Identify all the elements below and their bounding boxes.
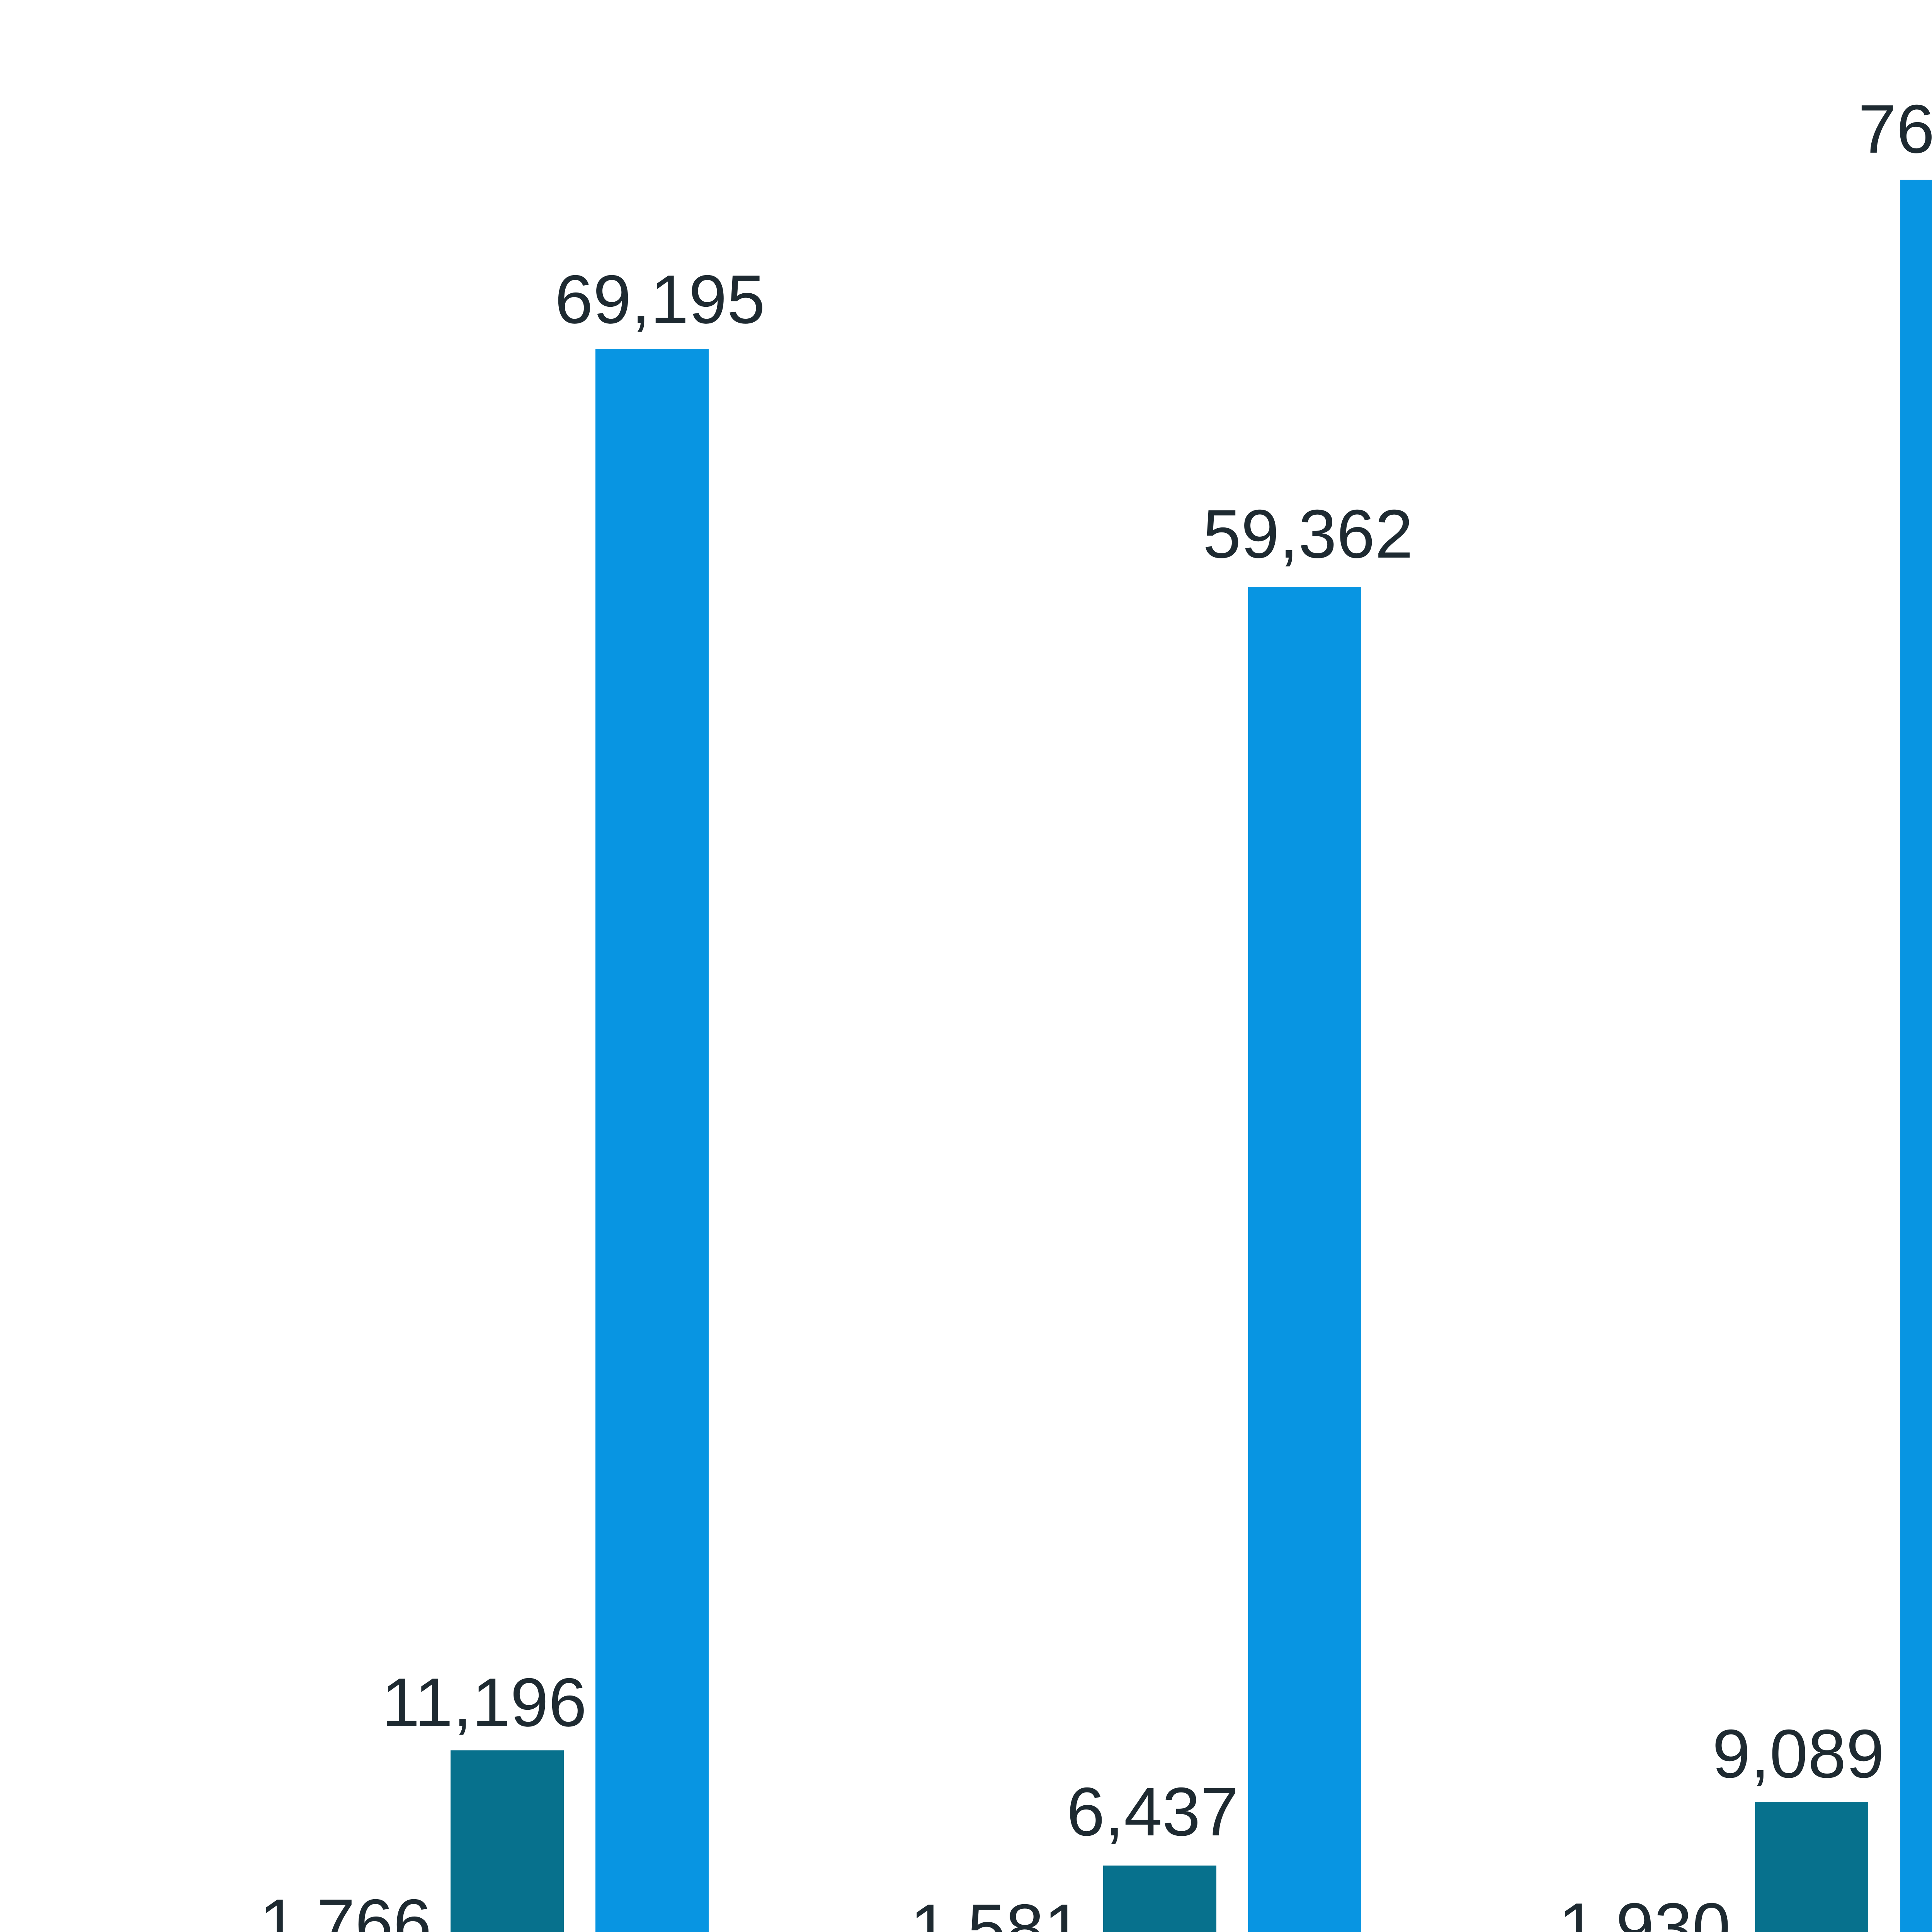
- svg-text:69,195: 69,195: [555, 261, 765, 338]
- svg-text:1,766: 1,766: [259, 1885, 431, 1932]
- svg-text:1,581: 1,581: [910, 1890, 1082, 1932]
- svg-text:11,196: 11,196: [381, 1664, 587, 1741]
- svg-text:9,089: 9,089: [1712, 1715, 1884, 1792]
- svg-text:59,362: 59,362: [1203, 495, 1413, 572]
- svg-text:76,188: 76,188: [1858, 90, 1932, 167]
- svg-text:1,930: 1,930: [1558, 1889, 1730, 1932]
- svg-text:6,437: 6,437: [1066, 1773, 1238, 1850]
